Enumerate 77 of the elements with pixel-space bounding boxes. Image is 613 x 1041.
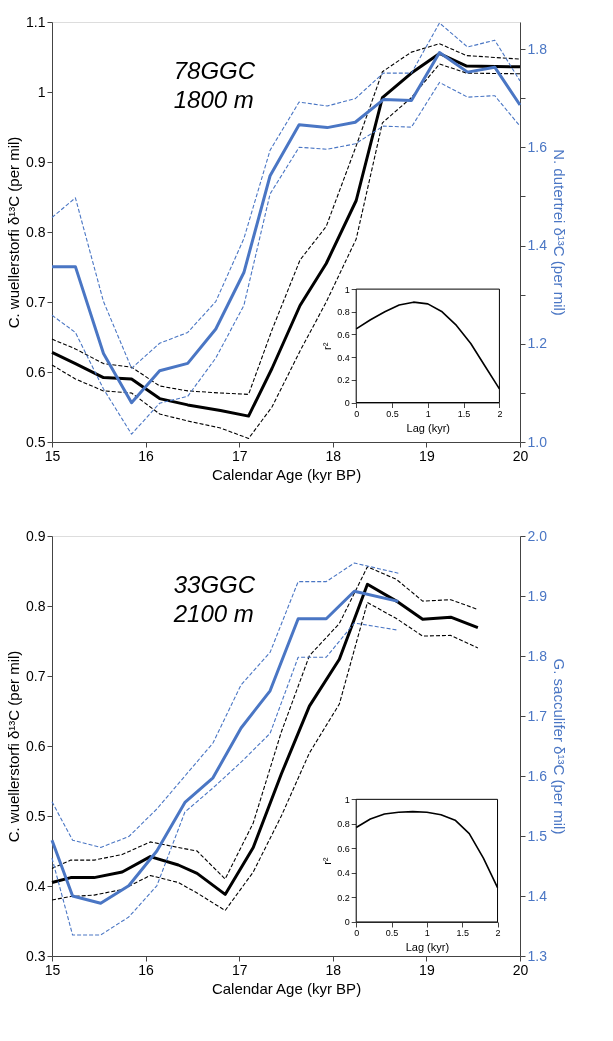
annotation: 2100 m [172,599,254,627]
x-tick-label: 0 [354,928,360,939]
y2-tick-label: 1.5 [527,827,548,844]
y-tick-label: 0.7 [26,293,46,310]
x-tick-label: 17 [231,961,248,978]
y2-axis-title: G. sacculifer δ¹³C (per mil) [550,658,568,835]
y-tick-label: 1 [344,284,350,295]
x-axis-title: Lag (kyr) [406,422,451,435]
x-tick-label: 0.5 [386,409,399,420]
x-tick-label: 2 [495,928,501,939]
y-tick-label: 0 [344,917,350,928]
y-tick-label: 1 [37,83,46,100]
x-axis-title: Calendar Age (kyr BP) [211,465,362,483]
y-tick-label: 0.6 [26,363,46,380]
y-tick-label: 1.1 [26,13,46,30]
x-tick-label: 18 [325,447,342,464]
x-tick-label: 19 [419,961,435,978]
x-tick-label: 0 [354,409,360,420]
y-tick-label: 0.2 [337,375,350,386]
y-tick-label: 0.8 [337,819,350,830]
y2-axis-title: N. dutertrei δ¹³C (per mil) [550,149,568,316]
x-axis-title: Lag (kyr) [405,941,450,954]
y2-tick-label: 1.3 [527,947,548,964]
y-axis-title: C. wuellerstorfi δ¹³C (per mil) [5,136,23,329]
x-tick-label: 16 [138,961,155,978]
y2-tick-label: 1.6 [527,138,548,155]
y2-tick-label: 1.8 [527,647,548,664]
y-tick-label: 0.6 [337,843,350,854]
x-tick-label: 17 [231,447,248,464]
x-tick-label: 0.5 [385,928,399,939]
y-tick-label: 0.3 [26,947,46,964]
y-tick-label: 0.8 [26,223,46,240]
y2-tick-label: 1.8 [527,40,548,57]
x-tick-label: 15 [44,961,61,978]
y-tick-label: 0 [344,398,350,409]
y-tick-label: 0.8 [26,597,46,614]
x-tick-label: 18 [325,961,342,978]
y2-tick-label: 1.0 [527,433,548,450]
line-series [51,622,399,936]
y-tick-label: 0.5 [26,433,46,450]
y2-tick-label: 1.2 [527,335,548,352]
x-tick-label: 1.5 [457,409,471,420]
y-axis-title: r² [321,857,334,865]
y2-tick-label: 1.7 [527,707,548,724]
y-tick-label: 0.4 [337,352,350,363]
y-tick-label: 0.6 [26,737,46,754]
y-axis-title: r² [321,342,334,350]
y2-tick-label: 1.9 [527,587,548,604]
y2-tick-label: 1.4 [527,887,548,904]
y-tick-label: 0.4 [337,868,350,879]
y-tick-label: 0.5 [26,807,46,824]
x-tick-label: 16 [138,447,155,464]
x-tick-label: 1.5 [456,928,469,939]
y2-tick-label: 2.0 [527,527,548,544]
y-tick-label: 0.6 [337,329,350,340]
y-axis-title: C. wuellerstorfi δ¹³C (per mil) [5,650,23,843]
x-tick-label: 2 [497,409,503,420]
x-tick-label: 1 [424,928,430,939]
y-tick-label: 0.2 [337,892,350,903]
x-tick-label: 19 [419,447,435,464]
x-tick-label: 20 [512,447,529,464]
y-tick-label: 0.8 [337,307,350,318]
annotation: 1800 m [173,85,254,113]
line-series [51,562,399,848]
y-tick-label: 0.7 [26,667,46,684]
x-axis-title: Calendar Age (kyr BP) [211,979,362,997]
x-tick-label: 20 [512,961,529,978]
annotation: 78GGC [173,56,256,84]
y2-tick-label: 1.4 [527,237,548,254]
annotation: 33GGC [173,570,256,598]
x-tick-label: 15 [44,447,61,464]
y-tick-label: 0.9 [26,153,46,170]
x-tick-label: 1 [425,409,431,420]
y-tick-label: 0.4 [26,877,46,894]
y-tick-label: 0.9 [26,527,46,544]
y2-tick-label: 1.6 [527,767,548,784]
y-tick-label: 1 [344,794,350,805]
